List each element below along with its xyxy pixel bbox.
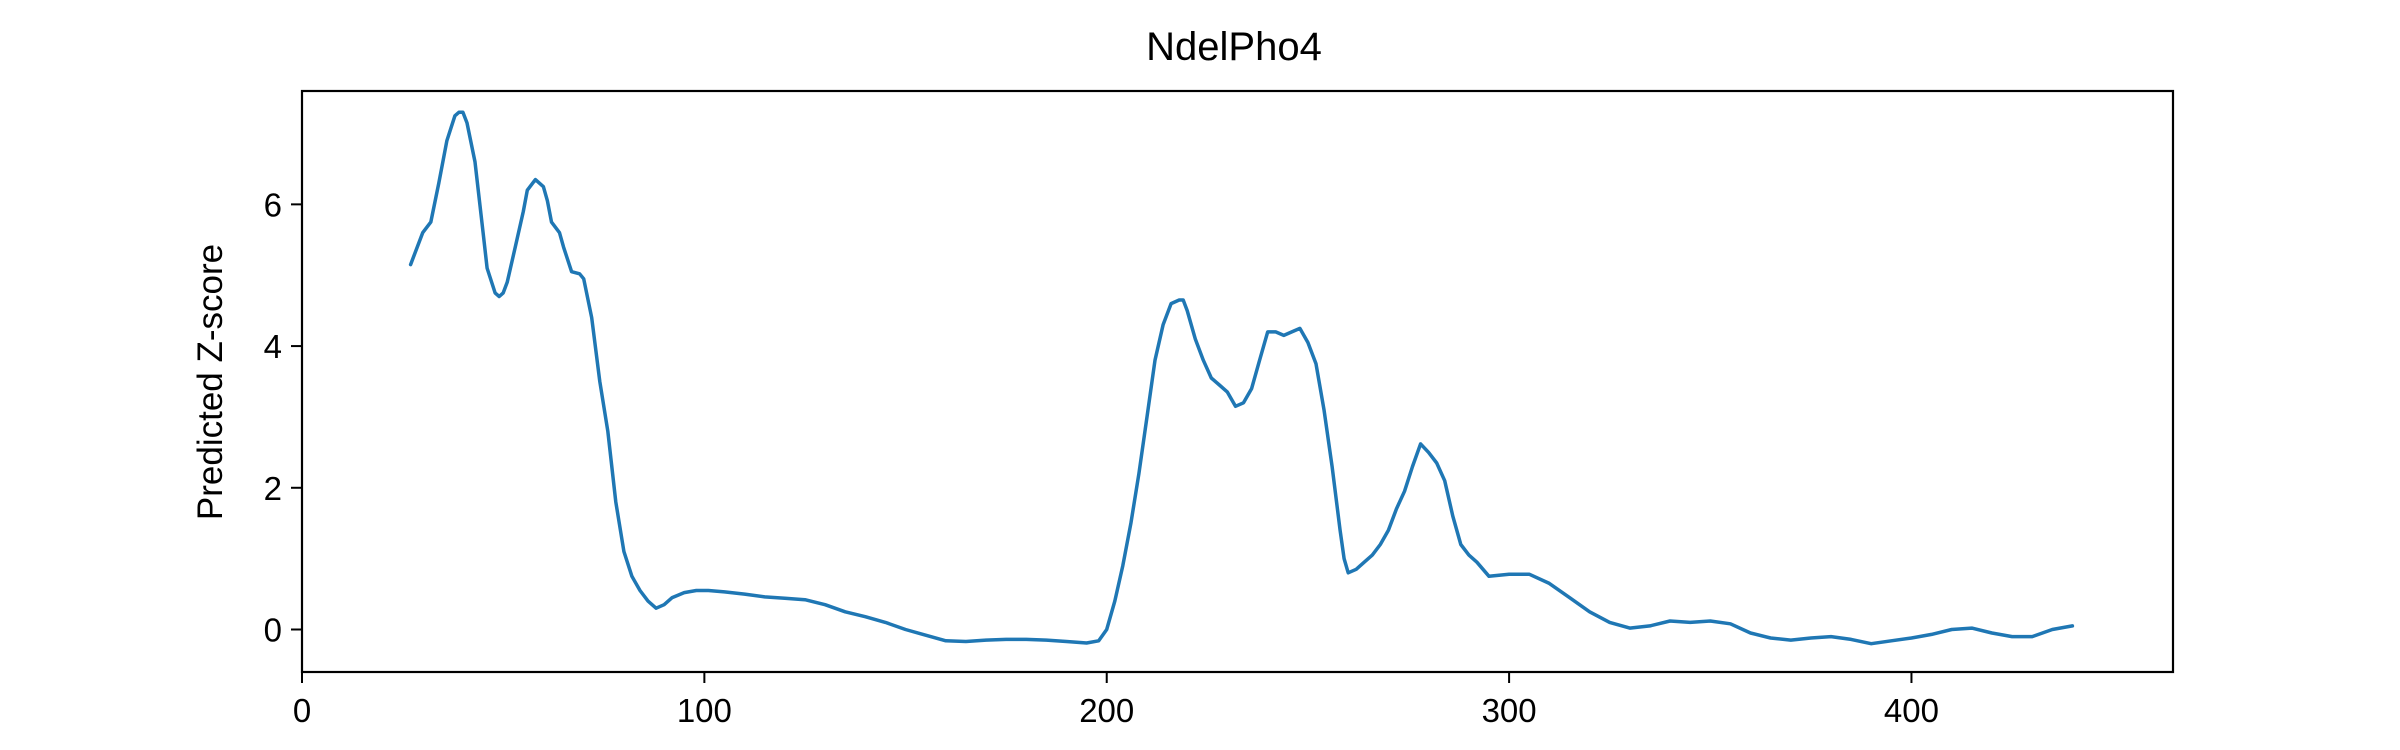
chart-title: NdelPho4 [1146,25,1322,69]
x-tick-label: 0 [293,692,311,729]
y-axis-label: Predicted Z-score [191,244,230,520]
plot-frame [300,89,2175,674]
y-tick-label: 2 [264,470,282,507]
y-tick-label: 6 [264,186,282,223]
y-tick-label: 0 [264,611,282,648]
series-line [408,110,2075,646]
y-axis: 0 2 4 6 [264,186,302,648]
x-tick-label: 400 [1884,692,1939,729]
x-axis: 0 100 200 300 400 [293,672,1939,729]
y-tick-label: 4 [264,328,282,365]
x-tick-label: 300 [1482,692,1537,729]
x-tick-label: 200 [1079,692,1134,729]
x-tick-label: 100 [677,692,732,729]
